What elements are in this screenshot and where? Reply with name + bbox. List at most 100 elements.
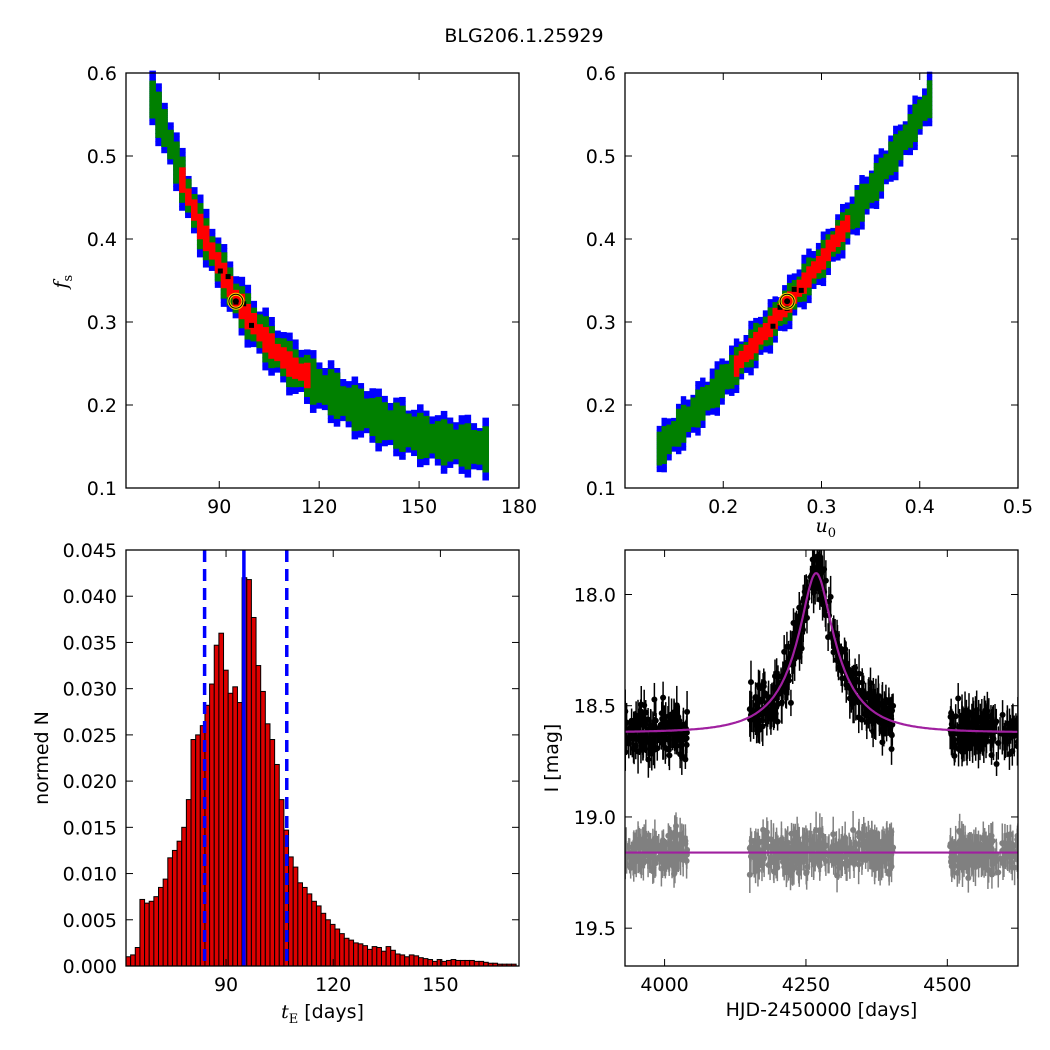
grid-best-point <box>791 286 797 292</box>
hist-bar <box>218 632 225 967</box>
band-cell-sigma1 <box>292 357 299 363</box>
band-cell-sigma2 <box>155 104 162 109</box>
hist-bar <box>436 959 443 967</box>
band-cell-sigma2 <box>387 431 394 436</box>
band-cell-sigma2 <box>888 153 894 159</box>
band-cell-sigma2 <box>806 257 812 263</box>
band-cell-sigma2 <box>369 418 376 424</box>
lc-point <box>888 731 895 738</box>
band-cell-sigma1 <box>244 303 252 309</box>
band-cell-sigma2 <box>369 402 376 407</box>
band-cell-sigma2 <box>907 134 913 140</box>
band-cell-sigma2 <box>393 406 400 412</box>
band-cell-sigma2 <box>458 424 466 430</box>
band-cell-sigma3 <box>411 409 418 415</box>
hist-bar <box>236 702 243 967</box>
band-cell-sigma2 <box>351 401 359 407</box>
band-cell-sigma2 <box>185 203 192 209</box>
band-cell-sigma3 <box>179 206 186 211</box>
band-cell-sigma2 <box>315 368 323 374</box>
y-tick-label: 0.020 <box>63 771 117 793</box>
band-cell-sigma1 <box>753 340 759 345</box>
band-cell-sigma3 <box>345 422 353 428</box>
band-cell-sigma1 <box>791 290 798 296</box>
band-cell-sigma3 <box>791 277 798 283</box>
band-cell-sigma2 <box>772 327 778 332</box>
lc-point <box>660 741 667 748</box>
residual-point <box>855 861 862 868</box>
hist-bar <box>139 898 146 967</box>
band-cell-sigma2 <box>333 393 341 399</box>
band-cell-sigma2 <box>878 174 885 180</box>
band-cell-sigma3 <box>893 129 899 135</box>
band-cell-sigma2 <box>772 331 778 336</box>
lc-point <box>851 698 858 705</box>
band-cell-sigma2 <box>191 193 198 199</box>
y-tick-label: 0.035 <box>63 632 117 654</box>
band-cell-sigma1 <box>220 279 228 285</box>
band-cell-sigma3 <box>482 421 489 427</box>
hist-bar <box>288 856 294 967</box>
band-cell-sigma2 <box>333 372 341 378</box>
band-cell-sigma2 <box>304 388 311 393</box>
band-cell-sigma2 <box>196 203 204 208</box>
band-cell-sigma2 <box>700 403 706 409</box>
band-cell-sigma2 <box>393 444 400 449</box>
residual-point <box>856 833 863 840</box>
residual-point <box>879 838 886 845</box>
band-cell-sigma2 <box>700 399 706 405</box>
band-cell-sigma2 <box>666 424 672 430</box>
band-cell-sigma2 <box>661 446 667 452</box>
band-cell-sigma3 <box>675 403 682 409</box>
hist-bar <box>422 958 429 967</box>
band-cell-sigma2 <box>704 405 711 411</box>
band-cell-sigma1 <box>226 284 234 290</box>
band-cell-sigma2 <box>149 109 156 115</box>
band-cell-sigma3 <box>351 380 359 386</box>
band-cell-sigma2 <box>748 333 754 339</box>
band-cell-sigma1 <box>208 250 216 256</box>
band-cell-sigma2 <box>661 442 667 448</box>
band-cell-sigma3 <box>196 248 204 254</box>
band-cell-sigma3 <box>748 366 754 372</box>
band-cell-sigma2 <box>878 170 885 175</box>
band-cell-sigma3 <box>801 254 807 260</box>
band-cell-sigma1 <box>191 207 198 213</box>
band-cell-sigma2 <box>661 426 667 431</box>
band-cell-sigma3 <box>733 388 740 394</box>
band-cell-sigma3 <box>422 460 430 466</box>
band-cell-sigma2 <box>690 409 696 415</box>
band-cell-sigma2 <box>256 314 263 320</box>
y-tick-label: 0.3 <box>586 312 616 334</box>
band-cell-sigma2 <box>357 400 365 406</box>
band-cell-sigma2 <box>220 289 228 295</box>
band-cell-sigma1 <box>202 225 210 231</box>
band-cell-sigma1 <box>830 246 836 252</box>
band-cell-sigma2 <box>825 263 831 269</box>
band-cell-sigma2 <box>897 147 904 152</box>
hist-bar <box>130 954 136 967</box>
band-cell-sigma1 <box>840 220 846 226</box>
band-cell-sigma2 <box>428 436 436 442</box>
band-cell-sigma1 <box>232 289 240 295</box>
band-cell-sigma3 <box>470 464 478 470</box>
band-cell-sigma3 <box>327 418 335 424</box>
band-cell-sigma3 <box>149 116 156 122</box>
band-cell-sigma2 <box>864 187 870 193</box>
band-cell-sigma2 <box>883 166 889 171</box>
band-cell-sigma3 <box>309 408 317 413</box>
hist-bar <box>394 953 401 967</box>
band-cell-sigma2 <box>422 453 430 458</box>
band-cell-sigma2 <box>351 384 359 390</box>
residual-point <box>756 855 763 862</box>
band-cell-sigma2 <box>757 344 764 350</box>
lc-plot-area <box>625 550 1018 893</box>
band-cell-sigma3 <box>767 303 774 309</box>
band-cell-sigma2 <box>399 438 406 444</box>
band-cell-sigma2 <box>434 437 442 443</box>
band-cell-sigma3 <box>369 392 376 398</box>
grid-best-point <box>248 322 254 328</box>
lc-point <box>801 588 808 595</box>
band-cell-sigma2 <box>250 336 258 342</box>
lc-point <box>628 717 635 724</box>
